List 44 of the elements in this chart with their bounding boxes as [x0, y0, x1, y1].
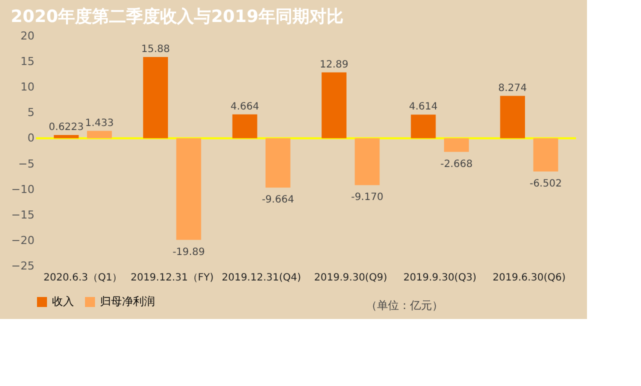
text: 1.433 — [85, 118, 114, 129]
chart-title: 2020年度第二季度收入与2019年同期对比 — [10, 7, 344, 27]
bar — [354, 138, 380, 186]
text: 4.664 — [230, 101, 260, 112]
text: -19.89 — [172, 246, 205, 258]
bar — [444, 138, 469, 152]
y-tick-label: 5 — [28, 106, 34, 120]
y-tick-label: 15 — [20, 55, 34, 68]
text: 12.89 — [320, 59, 348, 70]
text: -9.664 — [262, 194, 294, 206]
x-tick-label: 2019.12.31(Q4) — [222, 272, 302, 284]
bar — [533, 138, 558, 172]
text: -6.502 — [530, 178, 562, 190]
bar — [87, 130, 112, 138]
x-tick-label: 2019.6.30(Q6) — [492, 272, 566, 284]
y-tick-label: −10 — [11, 182, 34, 196]
bar — [176, 138, 202, 240]
text: -9.170 — [351, 192, 384, 204]
y-tick-label: 10 — [20, 80, 34, 94]
y-tick-label: −20 — [11, 234, 34, 247]
y-tick-label: −15 — [11, 208, 34, 222]
legend-label: 收入 — [52, 295, 74, 308]
x-tick-label: 2020.6.3（Q1） — [43, 272, 122, 284]
text: -2.668 — [440, 158, 473, 170]
x-tick-label: 2019.12.31（FY) — [130, 272, 214, 284]
y-tick-label: −25 — [11, 260, 34, 272]
bar — [500, 96, 525, 138]
y-tick-label: 0 — [28, 132, 34, 145]
text: 0.6223 — [48, 122, 84, 134]
bar — [143, 57, 168, 138]
text: 15.88 — [141, 44, 170, 56]
text: 8.274 — [498, 82, 527, 94]
bar — [266, 138, 290, 188]
y-tick-label: −5 — [18, 157, 34, 170]
x-tick-label: 2019.9.30(Q3) — [403, 272, 476, 284]
bar — [410, 114, 436, 138]
legend-label: 归母净利润 — [100, 295, 155, 308]
bar — [54, 135, 79, 138]
x-tick-label: 2019.9.30(Q9) — [314, 272, 388, 284]
bar — [232, 114, 258, 138]
text: 4.614 — [408, 102, 438, 113]
y-tick-label: 20 — [20, 30, 34, 42]
text: （单位：亿元） — [366, 299, 443, 312]
bar — [322, 72, 346, 138]
